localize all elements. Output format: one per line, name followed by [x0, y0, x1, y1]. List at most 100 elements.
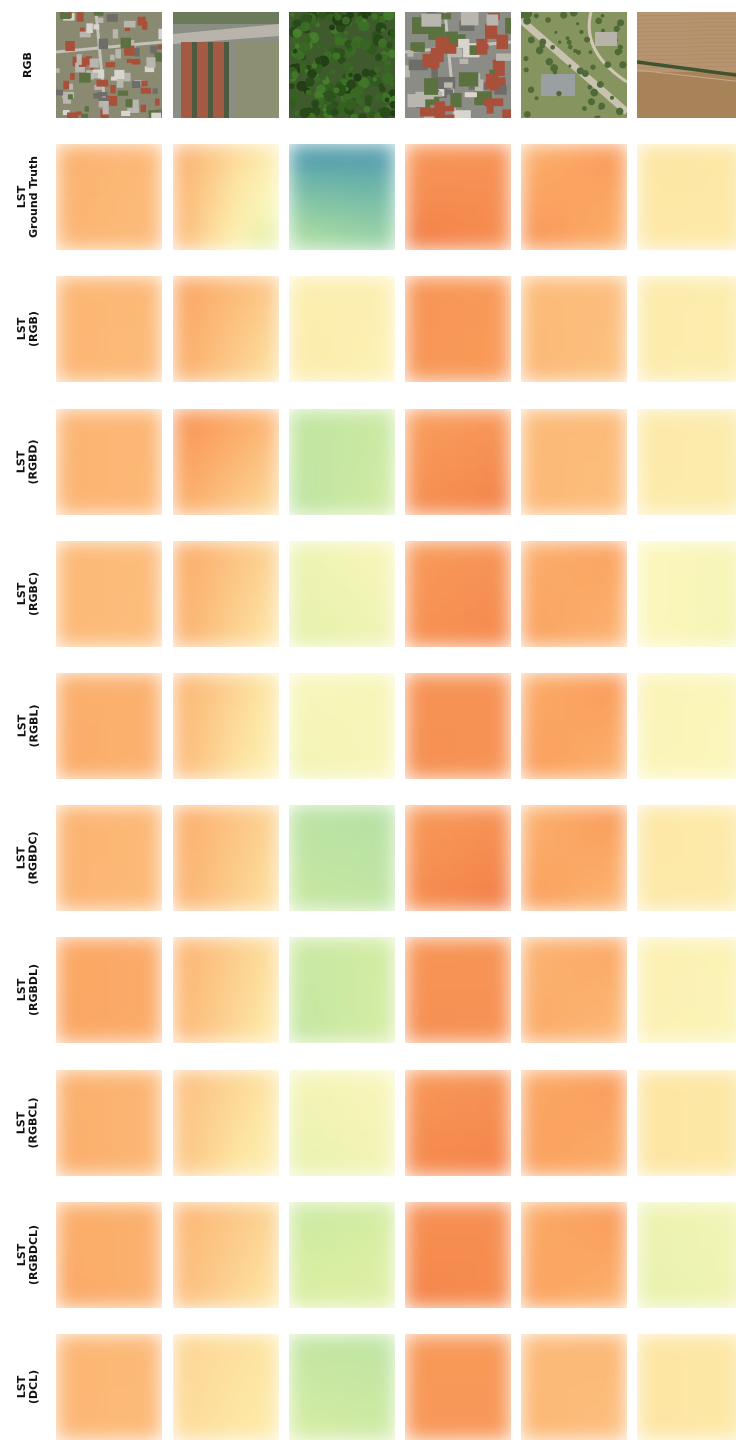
lst-heatmap: [637, 1202, 736, 1308]
lst-map-tile: [289, 144, 395, 250]
lst-map-tile: [56, 1070, 162, 1176]
lst-map-tile: [56, 673, 162, 779]
lst-map-tile: [521, 276, 627, 382]
row-label-text: LST (RGBC): [15, 571, 40, 617]
lst-heatmap: [405, 144, 511, 250]
row-label-text: LST (RGBL): [14, 704, 40, 748]
lst-heatmap: [521, 1070, 627, 1176]
row-label-line: Ground Truth: [27, 155, 40, 239]
row-label-line: (RGBDL): [26, 963, 40, 1017]
rgb-image-tile: [289, 12, 395, 118]
lst-heatmap: [56, 276, 162, 382]
row-label-ground-truth: LST Ground Truth: [0, 144, 56, 250]
lst-heatmap: [173, 937, 279, 1043]
lst-heatmap: [637, 805, 736, 911]
lst-map-tile: [173, 276, 279, 382]
lst-heatmap: [289, 1070, 395, 1176]
lst-map-tile: [56, 144, 162, 250]
row-label-line: (RGBL): [26, 704, 40, 748]
aerial-photo: [56, 12, 162, 118]
aerial-photo: [289, 12, 395, 118]
lst-heatmap: [56, 805, 162, 911]
lst-map-tile: [173, 541, 279, 647]
lst-heatmap: [173, 1070, 279, 1176]
lst-heatmap: [637, 409, 736, 515]
lst-heatmap: [173, 276, 279, 382]
lst-map-tile: [56, 541, 162, 647]
lst-heatmap: [289, 1202, 395, 1308]
lst-map-tile: [637, 541, 736, 647]
lst-map-tile: [173, 673, 279, 779]
lst-heatmap: [405, 409, 511, 515]
row-label-line: LST: [14, 714, 28, 738]
lst-map-tile: [405, 409, 511, 515]
lst-map-tile: [289, 1334, 395, 1440]
lst-map-tile: [56, 276, 162, 382]
lst-map-tile: [521, 937, 627, 1043]
row-label-text: LST (RGB): [15, 311, 40, 347]
lst-map-tile: [521, 1202, 627, 1308]
row-label-text: LST (RGBDL): [15, 963, 40, 1017]
lst-map-tile: [173, 144, 279, 250]
lst-map-tile: [521, 1334, 627, 1440]
lst-map-tile: [637, 276, 736, 382]
lst-map-tile: [56, 805, 162, 911]
lst-map-tile: [56, 1334, 162, 1440]
row-label-text: LST (DCL): [15, 1369, 40, 1405]
lst-heatmap: [56, 1070, 162, 1176]
lst-heatmap: [56, 541, 162, 647]
lst-map-tile: [173, 1070, 279, 1176]
lst-map-tile: [521, 673, 627, 779]
lst-heatmap: [405, 937, 511, 1043]
lst-heatmap: [637, 937, 736, 1043]
row-label-line: RGB: [20, 52, 34, 78]
lst-heatmap: [56, 409, 162, 515]
row-label-line: (DCL): [27, 1369, 40, 1405]
lst-heatmap: [637, 1334, 736, 1440]
lst-heatmap: [637, 1070, 736, 1176]
row-label-line: (RGBD): [26, 439, 40, 485]
lst-map-tile: [56, 1202, 162, 1308]
lst-heatmap: [56, 1202, 162, 1308]
row-label-dcl-pred: LST (DCL): [0, 1334, 56, 1440]
aerial-photo: [405, 12, 511, 118]
lst-heatmap: [173, 1202, 279, 1308]
lst-map-tile: [289, 673, 395, 779]
lst-map-tile: [521, 541, 627, 647]
lst-map-tile: [405, 276, 511, 382]
lst-map-tile: [637, 1070, 736, 1176]
lst-map-tile: [521, 144, 627, 250]
row-label-rgb: RGB: [0, 12, 56, 118]
lst-heatmap: [521, 144, 627, 250]
rgb-image-tile: [173, 12, 279, 118]
row-label-line: (RGBDC): [27, 831, 40, 885]
rgb-image-tile: [56, 12, 162, 118]
lst-heatmap: [56, 1334, 162, 1440]
lst-heatmap: [637, 673, 736, 779]
lst-map-tile: [56, 409, 162, 515]
lst-map-tile: [521, 805, 627, 911]
lst-map-tile: [56, 937, 162, 1043]
lst-map-tile: [289, 541, 395, 647]
lst-heatmap: [521, 409, 627, 515]
row-label-line: (RGBDCL): [27, 1224, 40, 1286]
lst-map-tile: [637, 409, 736, 515]
lst-heatmap: [405, 673, 511, 779]
row-label-text: LST (RGBCL): [15, 1097, 40, 1148]
row-label-rgb-pred: LST (RGB): [0, 276, 56, 382]
lst-heatmap: [173, 805, 279, 911]
lst-map-tile: [173, 1334, 279, 1440]
lst-map-tile: [289, 409, 395, 515]
lst-heatmap: [56, 673, 162, 779]
lst-map-tile: [289, 276, 395, 382]
lst-map-tile: [173, 409, 279, 515]
lst-heatmap: [289, 937, 395, 1043]
row-label-rgbd-pred: LST (RGBD): [0, 409, 56, 515]
lst-map-tile: [637, 805, 736, 911]
lst-map-tile: [637, 937, 736, 1043]
row-label-line: (RGBC): [26, 571, 40, 617]
row-label-text: LST (RGBD): [15, 439, 40, 485]
rgb-image-tile: [637, 12, 736, 118]
row-label-rgbdcl-pred: LST (RGBDCL): [0, 1202, 56, 1308]
